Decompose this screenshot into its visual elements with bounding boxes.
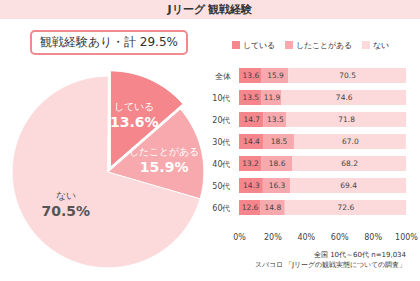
svg-text:18.5: 18.5: [271, 137, 288, 146]
html-text:ない: ない: [373, 41, 389, 50]
svg-text:13.6: 13.6: [243, 71, 260, 80]
svg-text:13.6%: 13.6%: [110, 114, 159, 130]
svg-text:18.6: 18.6: [269, 159, 286, 168]
html-text:全国 10代～60代 n=19,034: 全国 10代～60代 n=19,034: [313, 251, 406, 259]
svg-text:60代: 60代: [212, 204, 230, 213]
svg-text:40代: 40代: [212, 160, 230, 169]
svg-text:40%: 40%: [297, 233, 315, 242]
svg-text:20代: 20代: [212, 116, 230, 125]
svg-text:13.5: 13.5: [242, 93, 259, 102]
svg-text:している: している: [114, 101, 154, 112]
html-text:したことがある: したことがある: [296, 41, 352, 50]
svg-text:80%: 80%: [364, 233, 382, 242]
svg-text:ない: ない: [56, 190, 76, 201]
svg-text:70.5%: 70.5%: [42, 203, 91, 219]
svg-text:67.0: 67.0: [342, 137, 359, 146]
svg-text:60%: 60%: [331, 233, 349, 242]
svg-text:15.9%: 15.9%: [140, 159, 189, 175]
svg-text:11.9: 11.9: [264, 93, 281, 102]
svg-text:12.6: 12.6: [242, 203, 259, 212]
html-text:している: している: [243, 41, 275, 50]
svg-text:10代: 10代: [212, 94, 230, 103]
svg-text:69.4: 69.4: [340, 181, 357, 190]
svg-text:100%: 100%: [395, 233, 418, 242]
svg-text:14.4: 14.4: [243, 137, 260, 146]
svg-text:13.5: 13.5: [267, 115, 284, 124]
svg-text:14.7: 14.7: [243, 115, 260, 124]
svg-text:0%: 0%: [233, 233, 246, 242]
svg-text:全体: 全体: [215, 72, 231, 81]
svg-text:14.3: 14.3: [243, 181, 260, 190]
html-text:スパコロ 「Jリーグの観戦実態についての調査」: スパコロ 「Jリーグの観戦実態についての調査」: [254, 261, 406, 269]
svg-text:20%: 20%: [264, 233, 282, 242]
svg-text:68.2: 68.2: [341, 159, 358, 168]
svg-text:13.2: 13.2: [242, 159, 259, 168]
svg-text:したことがある: したことがある: [129, 146, 199, 157]
svg-text:14.8: 14.8: [265, 203, 282, 212]
html-text:観戦経験あり・計 29.5%: 観戦経験あり・計 29.5%: [40, 35, 178, 49]
svg-text:50代: 50代: [212, 182, 230, 191]
svg-text:71.8: 71.8: [338, 115, 355, 124]
svg-text:70.5: 70.5: [339, 71, 356, 80]
svg-text:15.9: 15.9: [267, 71, 284, 80]
svg-text:72.6: 72.6: [338, 203, 355, 212]
html-text:Jリーグ 観戦経験: Jリーグ 観戦経験: [167, 3, 253, 16]
svg-text:16.3: 16.3: [269, 181, 286, 190]
svg-text:74.6: 74.6: [336, 93, 353, 102]
svg-text:30代: 30代: [212, 138, 230, 147]
